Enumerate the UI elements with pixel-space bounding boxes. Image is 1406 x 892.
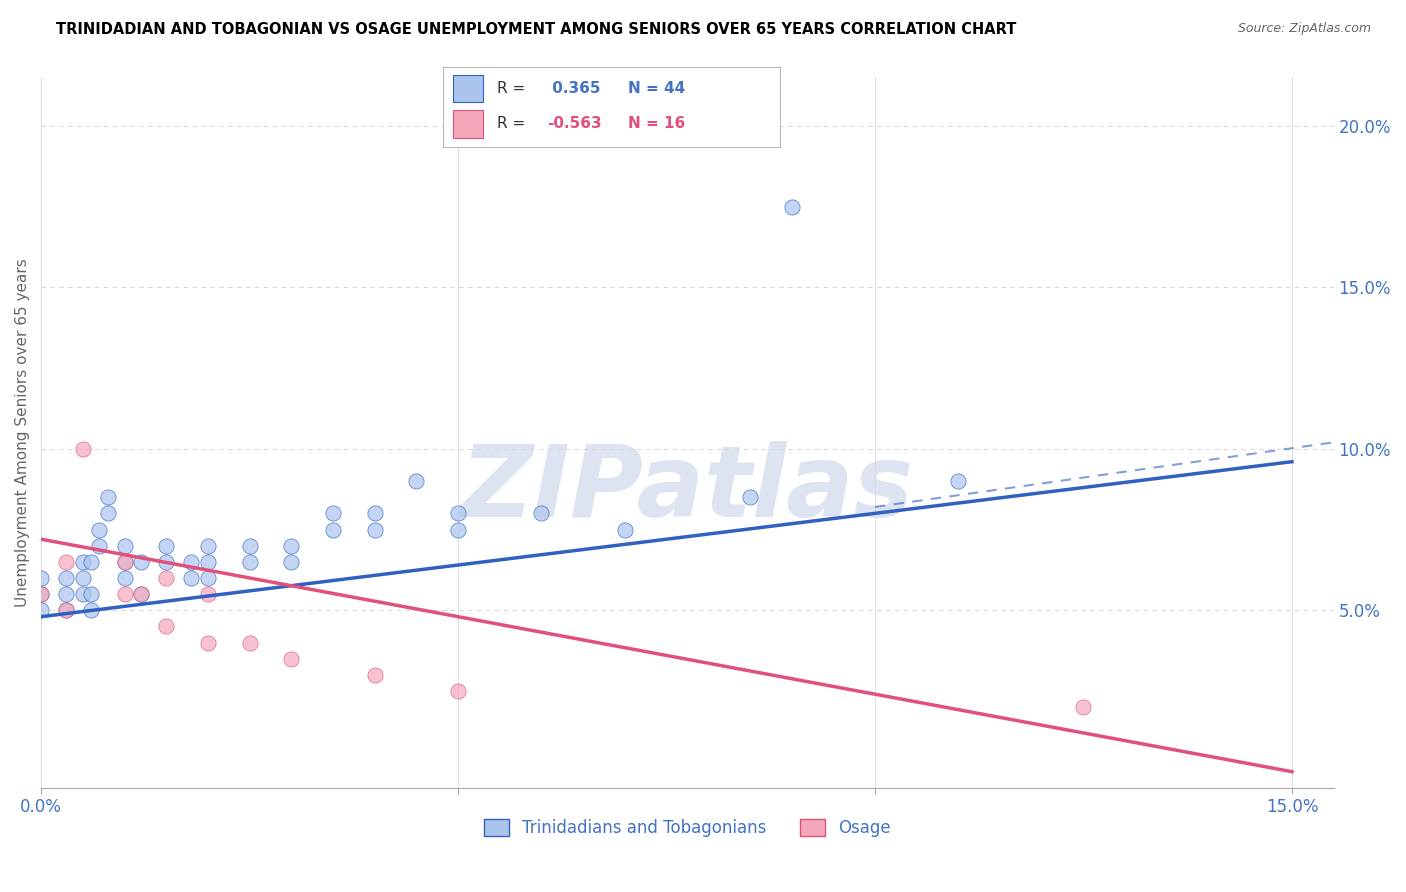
Point [114, 555, 136, 569]
Point [180, 555, 202, 569]
Point [322, 507, 344, 521]
Legend: Trinidadians and Tobagonians, Osage: Trinidadians and Tobagonians, Osage [477, 812, 897, 844]
Point [97, 507, 120, 521]
Point [239, 635, 262, 649]
Point [280, 651, 302, 665]
Text: 0.365: 0.365 [547, 81, 600, 96]
Point [363, 507, 385, 521]
Point [530, 507, 553, 521]
Point [55, 571, 77, 585]
Text: ZIPatlas: ZIPatlas [461, 441, 914, 538]
Point [55, 603, 77, 617]
Point [114, 539, 136, 553]
Text: TRINIDADIAN AND TOBAGONIAN VS OSAGE UNEMPLOYMENT AMONG SENIORS OVER 65 YEARS COR: TRINIDADIAN AND TOBAGONIAN VS OSAGE UNEM… [56, 22, 1017, 37]
Point [155, 571, 177, 585]
Text: N = 16: N = 16 [628, 116, 686, 131]
Text: -0.563: -0.563 [547, 116, 602, 131]
Point [30, 587, 52, 601]
Point [447, 507, 470, 521]
Point [114, 571, 136, 585]
Point [239, 539, 262, 553]
Point [405, 474, 427, 488]
Point [72, 555, 94, 569]
Text: R =: R = [496, 81, 530, 96]
Point [72, 442, 94, 456]
Point [197, 635, 219, 649]
Point [80, 603, 103, 617]
Point [72, 587, 94, 601]
Point [1073, 700, 1095, 714]
Text: R =: R = [496, 116, 530, 131]
Point [55, 555, 77, 569]
Point [114, 555, 136, 569]
Point [155, 539, 177, 553]
Point [197, 555, 219, 569]
Point [129, 587, 152, 601]
Point [197, 587, 219, 601]
Point [180, 571, 202, 585]
FancyBboxPatch shape [453, 111, 484, 137]
Text: N = 44: N = 44 [628, 81, 686, 96]
Point [97, 490, 120, 504]
Point [155, 555, 177, 569]
Point [129, 587, 152, 601]
Point [89, 523, 111, 537]
Point [55, 587, 77, 601]
Point [447, 523, 470, 537]
Point [948, 474, 970, 488]
Point [55, 603, 77, 617]
Point [239, 555, 262, 569]
Point [30, 571, 52, 585]
Point [363, 668, 385, 682]
Point [197, 539, 219, 553]
Point [155, 619, 177, 633]
Y-axis label: Unemployment Among Seniors over 65 years: Unemployment Among Seniors over 65 years [15, 259, 30, 607]
Point [30, 603, 52, 617]
Text: Source: ZipAtlas.com: Source: ZipAtlas.com [1237, 22, 1371, 36]
Point [80, 555, 103, 569]
Point [80, 587, 103, 601]
Point [447, 684, 470, 698]
Point [30, 587, 52, 601]
Point [197, 571, 219, 585]
Point [129, 555, 152, 569]
Point [89, 539, 111, 553]
Point [738, 490, 761, 504]
Point [363, 523, 385, 537]
Point [780, 200, 803, 214]
Point [280, 555, 302, 569]
Point [322, 523, 344, 537]
FancyBboxPatch shape [453, 75, 484, 103]
Point [114, 587, 136, 601]
Point [613, 523, 636, 537]
Point [280, 539, 302, 553]
Point [72, 571, 94, 585]
